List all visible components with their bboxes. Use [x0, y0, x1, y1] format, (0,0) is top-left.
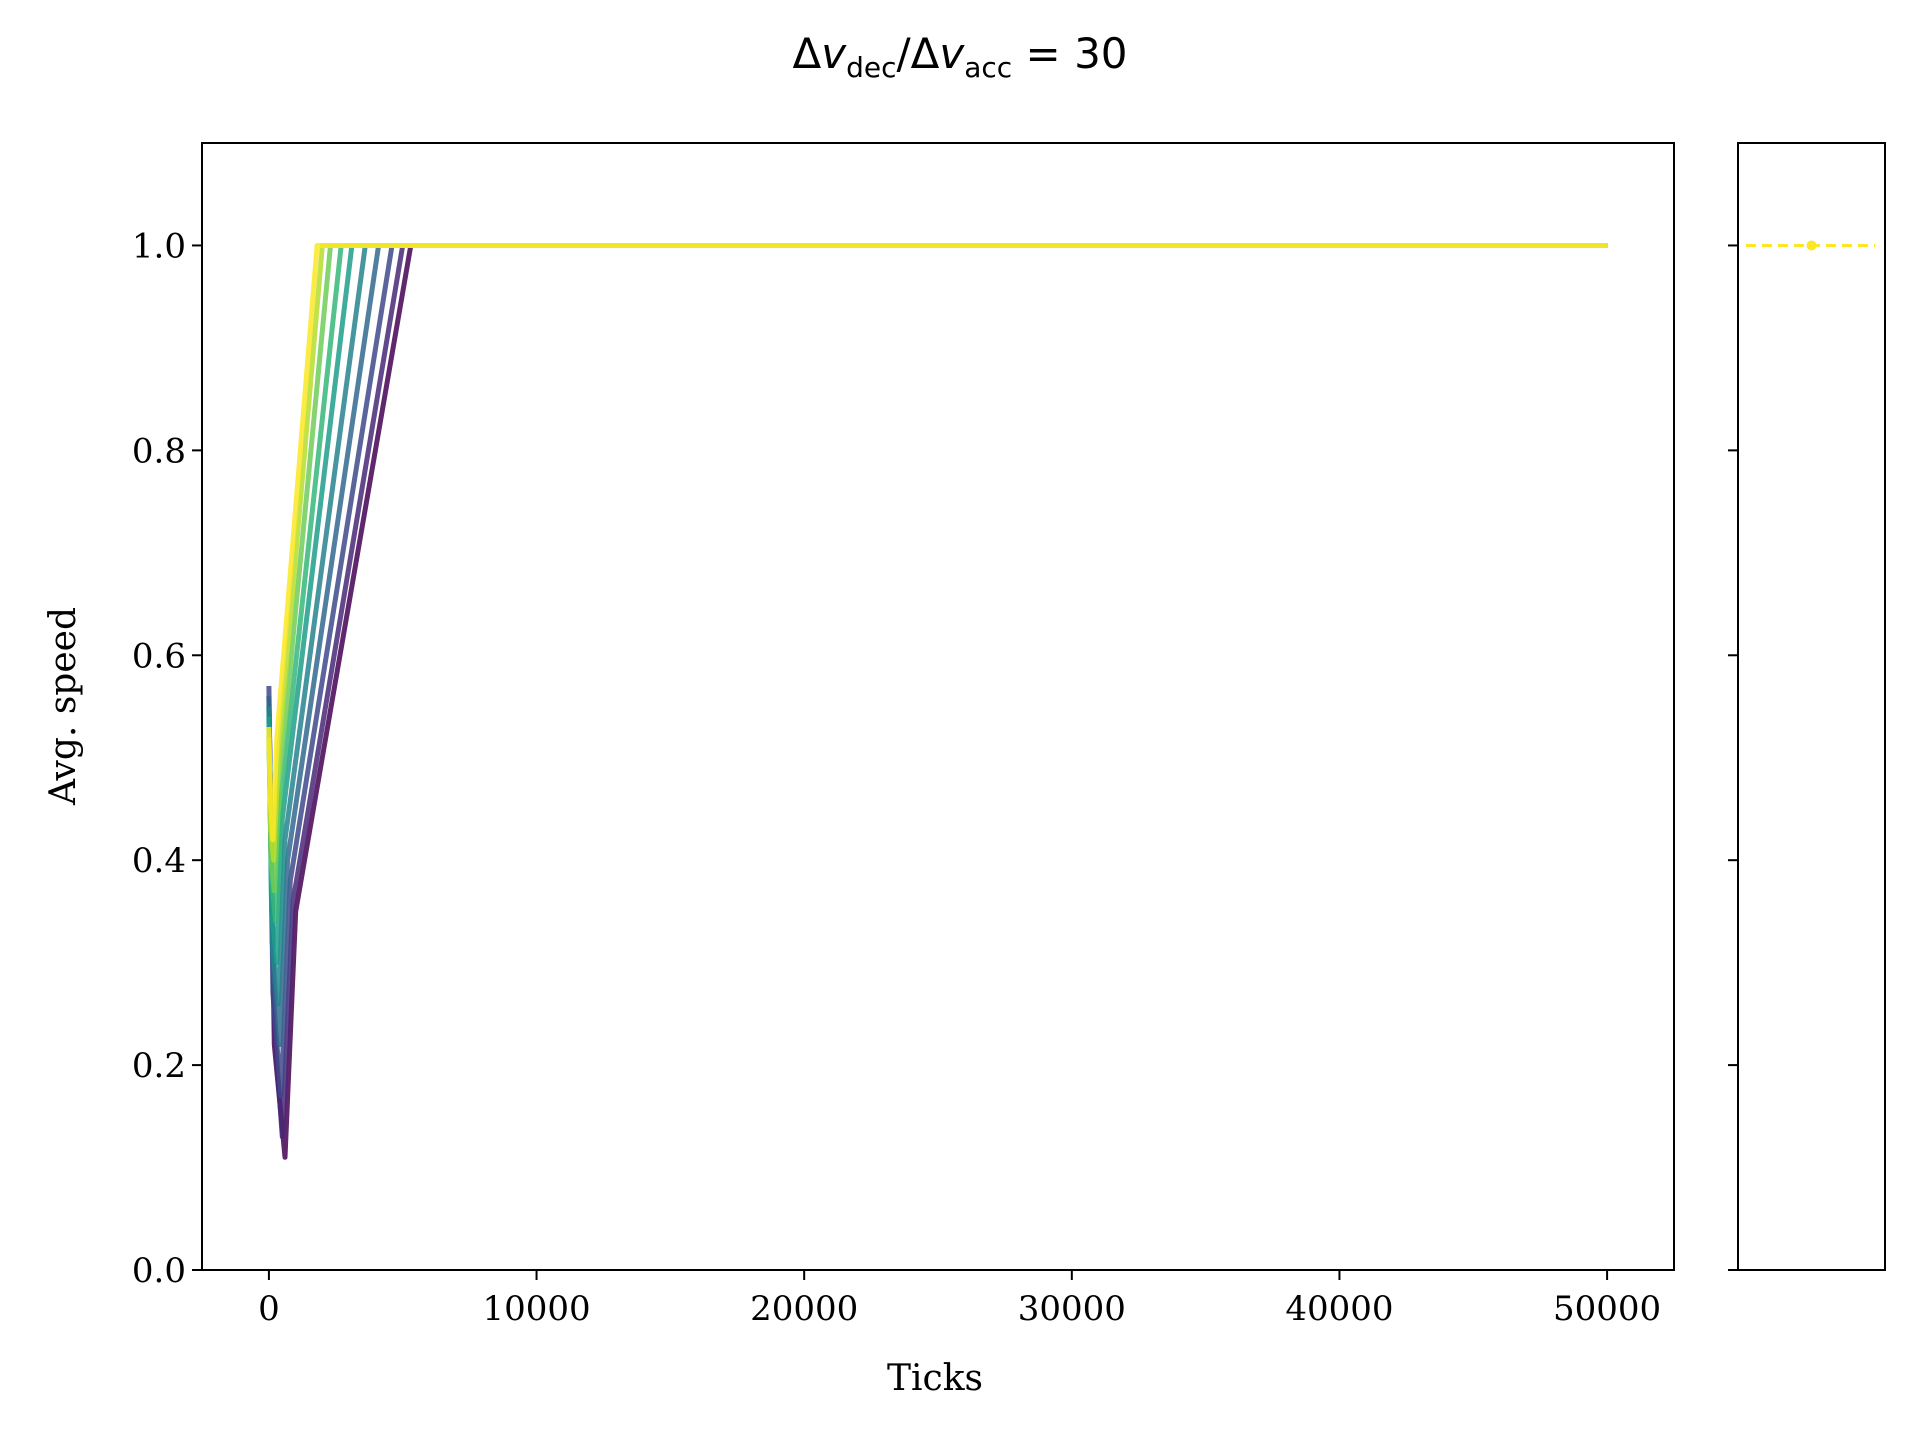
series-line — [266, 243, 1608, 894]
y-tick-label: 0.6 — [132, 636, 186, 676]
side-plot-y-axis — [1728, 244, 1738, 1271]
y-axis: 0.0 0.2 0.4 0.6 0.8 1.0 — [132, 226, 202, 1291]
series-line — [266, 243, 1608, 843]
series-line — [266, 243, 1608, 1140]
y-tick-label: 0.8 — [132, 431, 186, 471]
y-tick-label: 0.4 — [132, 841, 186, 881]
series-line — [266, 243, 1608, 1099]
series-line — [266, 243, 1608, 925]
x-axis: 0 10000 20000 30000 40000 50000 — [258, 1270, 1661, 1329]
series-line — [266, 243, 1608, 1007]
y-tick-label: 1.0 — [132, 226, 186, 266]
side-plot — [1728, 142, 1886, 1271]
x-tick-label: 10000 — [482, 1289, 590, 1329]
x-tick-label: 30000 — [1018, 1289, 1126, 1329]
side-mean-point — [1806, 240, 1817, 251]
y-tick-label: 0.0 — [132, 1251, 186, 1291]
y-tick-label: 0.2 — [132, 1046, 186, 1086]
x-tick-label: 20000 — [750, 1289, 858, 1329]
y-axis-label: Avg. speed — [43, 607, 84, 806]
side-plot-marks — [1746, 240, 1875, 251]
series-line — [266, 243, 1608, 1048]
x-axis-label: Ticks — [887, 1358, 983, 1399]
x-tick-label: 40000 — [1285, 1289, 1393, 1329]
series-layer — [266, 243, 1608, 1160]
x-tick-label: 50000 — [1553, 1289, 1661, 1329]
x-tick-label: 0 — [258, 1289, 280, 1329]
side-plot-frame — [1737, 142, 1886, 1271]
main-plot: 0 10000 20000 30000 40000 50000 0.00.20.40.60… — [132, 142, 1675, 1329]
main-plot-frame — [201, 142, 1675, 1271]
series-line — [266, 243, 1608, 966]
series-line — [266, 243, 1608, 1160]
chart-title: Δvdec/Δvacc = 30 — [792, 29, 1127, 84]
series-line — [266, 243, 1608, 863]
